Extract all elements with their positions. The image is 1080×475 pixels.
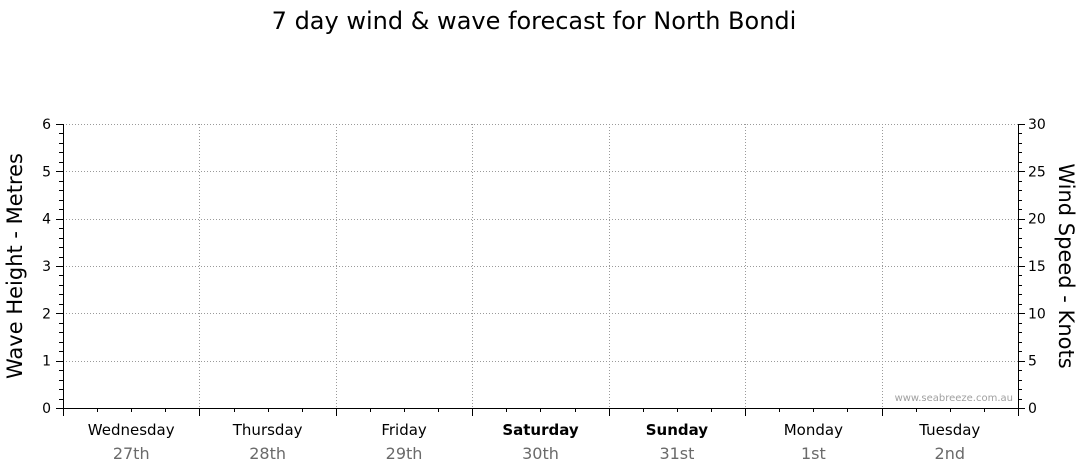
day-date-label: 30th bbox=[522, 444, 559, 463]
day-date-label: 28th bbox=[249, 444, 286, 463]
day-name-label: Thursday bbox=[232, 421, 303, 439]
left-tick-label: 0 bbox=[42, 401, 51, 417]
left-tick-label: 6 bbox=[42, 117, 51, 133]
y2-axis-title: Wind Speed - Knots bbox=[1054, 163, 1078, 368]
tick-labels: 0 1 2 3 4 5 6 0 5 10 15 20 25 30 bbox=[42, 117, 1046, 417]
left-tick-label: 3 bbox=[42, 259, 51, 275]
day-name-label: Monday bbox=[784, 421, 843, 439]
right-tick-label: 10 bbox=[1028, 306, 1046, 322]
day-name-label: Sunday bbox=[646, 421, 709, 439]
y-axis-title: Wave Height - Metres bbox=[3, 153, 27, 379]
day-name-label: Tuesday bbox=[918, 421, 980, 439]
day-name-label: Wednesday bbox=[88, 421, 175, 439]
day-date-label: 2nd bbox=[935, 444, 965, 463]
day-name-label: Friday bbox=[381, 421, 427, 439]
grid-lines bbox=[63, 124, 1018, 408]
day-date-label: 1st bbox=[801, 444, 826, 463]
watermark-text: www.seabreeze.com.au bbox=[895, 393, 1013, 404]
axes bbox=[56, 124, 1025, 416]
left-tick-label: 2 bbox=[42, 306, 51, 322]
right-tick-label: 25 bbox=[1028, 164, 1046, 180]
day-labels: Wednesday 27th Thursday 28th Friday 29th Satur… bbox=[88, 421, 981, 463]
day-date-label: 27th bbox=[113, 444, 150, 463]
left-tick-label: 1 bbox=[42, 354, 51, 370]
right-tick-label: 20 bbox=[1028, 212, 1046, 228]
day-date-label: 31st bbox=[659, 444, 694, 463]
right-tick-label: 5 bbox=[1028, 354, 1037, 370]
left-tick-label: 5 bbox=[42, 164, 51, 180]
right-tick-label: 15 bbox=[1028, 259, 1046, 275]
right-tick-label: 0 bbox=[1028, 401, 1037, 417]
chart-title: 7 day wind & wave forecast for North Bon… bbox=[272, 7, 797, 35]
left-tick-label: 4 bbox=[42, 212, 51, 228]
right-tick-label: 30 bbox=[1028, 117, 1046, 133]
day-name-label: Saturday bbox=[502, 421, 579, 439]
day-date-label: 29th bbox=[386, 444, 423, 463]
